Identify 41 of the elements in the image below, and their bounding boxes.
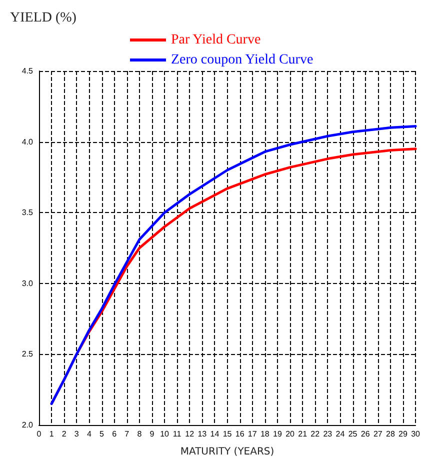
x-tick-label: 3 xyxy=(74,430,80,438)
y-tick-label: 4.5 xyxy=(22,66,34,76)
x-tick-label: 28 xyxy=(386,430,396,438)
y-tick-label: 2.5 xyxy=(22,350,34,359)
y-axis-title: YIELD (%) xyxy=(10,10,77,26)
x-tick-label: 15 xyxy=(222,430,232,438)
x-tick-label: 29 xyxy=(398,430,408,438)
x-tick-label: 1 xyxy=(49,430,54,438)
legend-label: Zero coupon Yield Curve xyxy=(171,52,314,68)
x-tick-label: 4 xyxy=(86,430,92,438)
x-tick-label: 8 xyxy=(137,430,142,438)
x-tick-label: 9 xyxy=(150,430,155,438)
y-tick-label: 3.5 xyxy=(22,208,34,218)
x-tick-label: 10 xyxy=(160,430,170,438)
x-tick-label: 26 xyxy=(360,430,370,438)
x-axis-title: MATURITY (YEARS) xyxy=(180,446,274,458)
x-tick-label: 11 xyxy=(172,430,182,438)
y-tick-label: 2.0 xyxy=(22,420,34,430)
x-tick-label: 7 xyxy=(124,430,130,438)
x-tick-label: 0 xyxy=(36,430,42,438)
x-tick-label: 20 xyxy=(286,430,296,438)
x-tick-label: 18 xyxy=(260,430,270,438)
x-tick-label: 12 xyxy=(185,430,195,438)
x-tick-label: 22 xyxy=(310,430,320,438)
x-tick-label: 13 xyxy=(198,430,208,438)
x-tick-label: 27 xyxy=(373,430,383,438)
x-tick-label: 5 xyxy=(100,430,105,438)
x-tick-label: 21 xyxy=(298,430,308,438)
x-tick-label: 30 xyxy=(411,430,421,438)
x-tick-label: 17 xyxy=(248,430,258,438)
x-tick-label: 23 xyxy=(323,430,333,438)
x-tick-label: 24 xyxy=(336,430,346,438)
x-tick-label: 19 xyxy=(273,430,282,438)
legend-label: Par Yield Curve xyxy=(171,32,261,48)
x-tick-label: 2 xyxy=(62,430,67,438)
x-tick-label: 25 xyxy=(348,430,358,438)
y-tick-label: 4.0 xyxy=(22,137,34,146)
x-tick-label: 16 xyxy=(235,430,245,438)
x-tick-label: 6 xyxy=(112,430,118,438)
x-tick-label: 14 xyxy=(210,430,220,438)
y-tick-label: 3.0 xyxy=(22,278,34,288)
